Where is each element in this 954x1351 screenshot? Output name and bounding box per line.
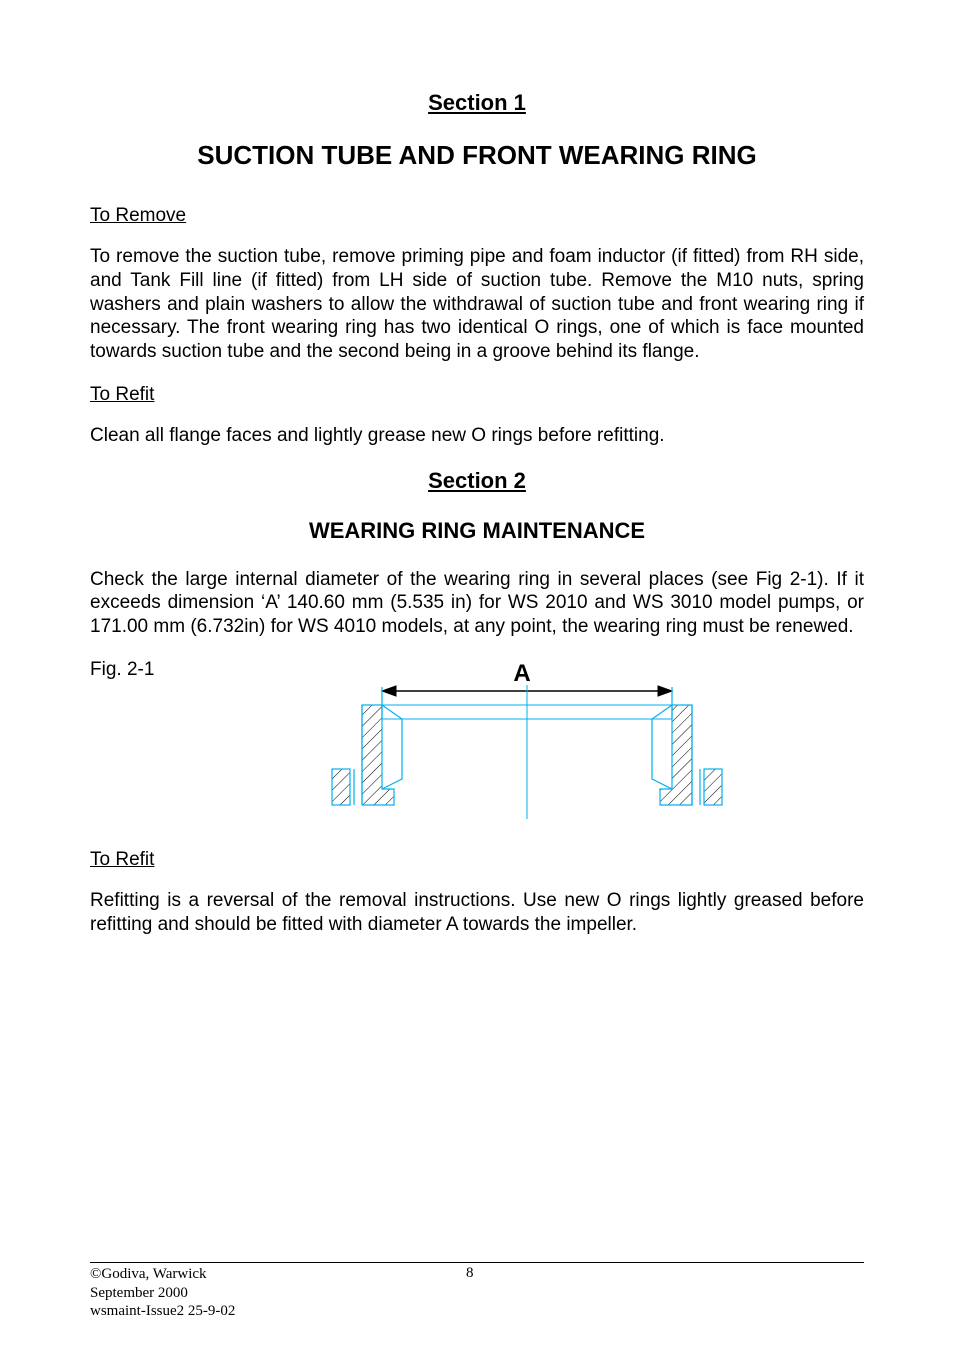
wearing-ring-diagram: A bbox=[282, 659, 762, 829]
left-outer-block bbox=[332, 769, 350, 805]
section2-title: WEARING RING MAINTENANCE bbox=[90, 518, 864, 544]
right-outer-block bbox=[704, 769, 722, 805]
page: Section 1 SUCTION TUBE AND FRONT WEARING… bbox=[0, 0, 954, 1351]
section1-refit-head: To Refit bbox=[90, 384, 864, 406]
section1-heading: Section 1 bbox=[90, 90, 864, 116]
right-ring-section bbox=[652, 705, 692, 805]
footer-spacer bbox=[704, 1265, 864, 1321]
footer-page-number: 8 bbox=[235, 1265, 704, 1321]
footer-rule bbox=[90, 1262, 864, 1263]
section2-intro-text: Check the large internal diameter of the… bbox=[90, 568, 864, 639]
dimension-a-label: A bbox=[513, 660, 530, 687]
section2-refit-text: Refitting is a reversal of the removal i… bbox=[90, 889, 864, 937]
footer-left: ©Godiva, Warwick September 2000 wsmaint-… bbox=[90, 1265, 235, 1321]
content-area: Section 1 SUCTION TUBE AND FRONT WEARING… bbox=[90, 90, 864, 1222]
section1-remove-head: To Remove bbox=[90, 205, 864, 227]
footer-doc: wsmaint-Issue2 25-9-02 bbox=[90, 1302, 235, 1321]
figure-svg-wrap: A bbox=[180, 659, 864, 829]
section2-refit-head: To Refit bbox=[90, 849, 864, 871]
section2-heading: Section 2 bbox=[90, 468, 864, 494]
figure-label: Fig. 2-1 bbox=[90, 659, 180, 681]
footer-row: ©Godiva, Warwick September 2000 wsmaint-… bbox=[90, 1265, 864, 1321]
section1-remove-text: To remove the suction tube, remove primi… bbox=[90, 245, 864, 364]
section1-title: SUCTION TUBE AND FRONT WEARING RING bbox=[90, 140, 864, 171]
footer-date: September 2000 bbox=[90, 1284, 235, 1303]
footer-copyright: ©Godiva, Warwick bbox=[90, 1265, 235, 1284]
left-ring-section bbox=[362, 705, 402, 805]
figure-row: Fig. 2-1 A bbox=[90, 659, 864, 829]
section1-refit-text: Clean all flange faces and lightly greas… bbox=[90, 424, 864, 448]
footer: ©Godiva, Warwick September 2000 wsmaint-… bbox=[90, 1262, 864, 1321]
